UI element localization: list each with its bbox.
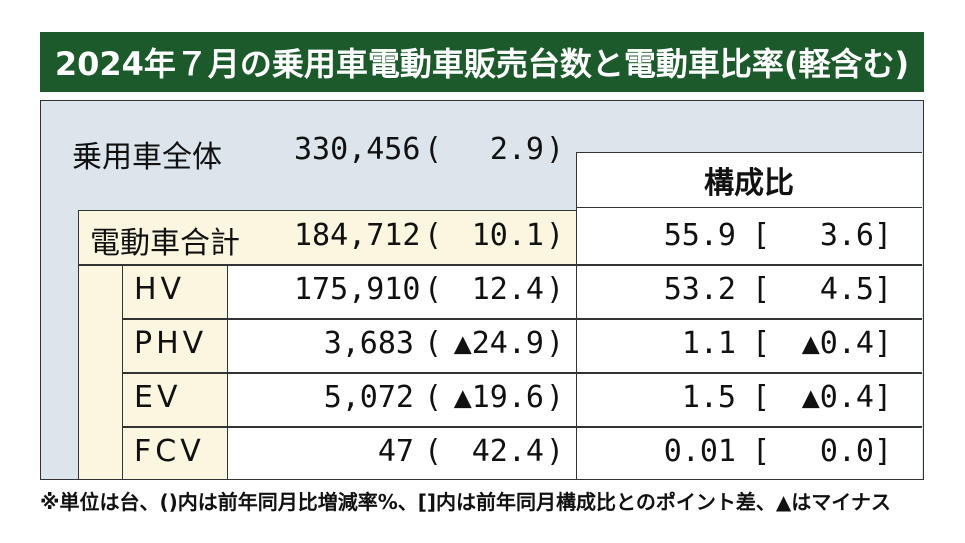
row-change-phv: ▲24.9 [453,326,544,361]
electrified-label: 電動車合計 [90,226,240,261]
electrified-open: ( [424,218,443,253]
electrified-close: ) [546,218,565,253]
row-share-close: ] [874,326,893,361]
row-divider [122,318,922,320]
electrified-share-diff: 3.6 [819,218,874,253]
row-share-open: [ [752,272,771,307]
row-share-open: [ [752,326,771,361]
row-share-diff-fcv: 0.0 [819,434,874,469]
total-units: 330,456 [294,132,421,167]
row-label-hv: HV [134,272,186,307]
row-share-ev: 1.5 [681,380,736,415]
row-share-hv: 53.2 [663,272,736,307]
row-label-fcv: FCV [134,434,205,469]
total-label: 乗用車全体 [72,140,222,175]
row-share-fcv: 0.01 [663,434,736,469]
row-share-close: ] [874,434,893,469]
footnote: ※単位は台、()内は前年同月比増減率%、[]内は前年同月構成比とのポイント差、▲… [40,490,891,514]
row-close: ) [546,380,565,415]
row-open: ( [424,272,443,307]
row-label-phv: PHV [134,326,208,361]
row-units-phv: 3,683 [323,326,414,361]
page-title: 2024年７月の乗用車電動車販売台数と電動車比率(軽含む) [40,32,924,92]
row-close: ) [546,434,565,469]
row-share-diff-hv: 4.5 [819,272,874,307]
row-share-diff-phv: ▲0.4 [801,326,874,361]
row-units-hv: 175,910 [294,272,421,307]
electrified-share: 55.9 [663,218,736,253]
row-open: ( [424,380,443,415]
electrified-share-close: ] [874,218,893,253]
total-change: 2.9 [489,132,544,167]
row-open: ( [424,434,443,469]
ratio-column [576,152,922,479]
row-change-fcv: 42.4 [471,434,544,469]
row-share-close: ] [874,380,893,415]
row-share-open: [ [752,434,771,469]
electrified-share-open: [ [752,218,771,253]
row-change-hv: 12.4 [471,272,544,307]
row-units-ev: 5,072 [323,380,414,415]
row-close: ) [546,272,565,307]
ratio-header: 構成比 [576,152,922,208]
electrified-units: 184,712 [294,218,421,253]
row-units-fcv: 47 [377,434,414,469]
row-divider [122,372,922,374]
row-change-ev: ▲19.6 [453,380,544,415]
row-divider [122,426,922,428]
total-open: ( [424,132,443,167]
row-share-phv: 1.1 [681,326,736,361]
total-close: ) [546,132,565,167]
row-close: ) [546,326,565,361]
row-open: ( [424,326,443,361]
electrified-change: 10.1 [471,218,544,253]
row-share-close: ] [874,272,893,307]
row-label-ev: EV [134,380,182,415]
row-share-diff-ev: ▲0.4 [801,380,874,415]
row-divider [78,264,922,266]
row-share-open: [ [752,380,771,415]
